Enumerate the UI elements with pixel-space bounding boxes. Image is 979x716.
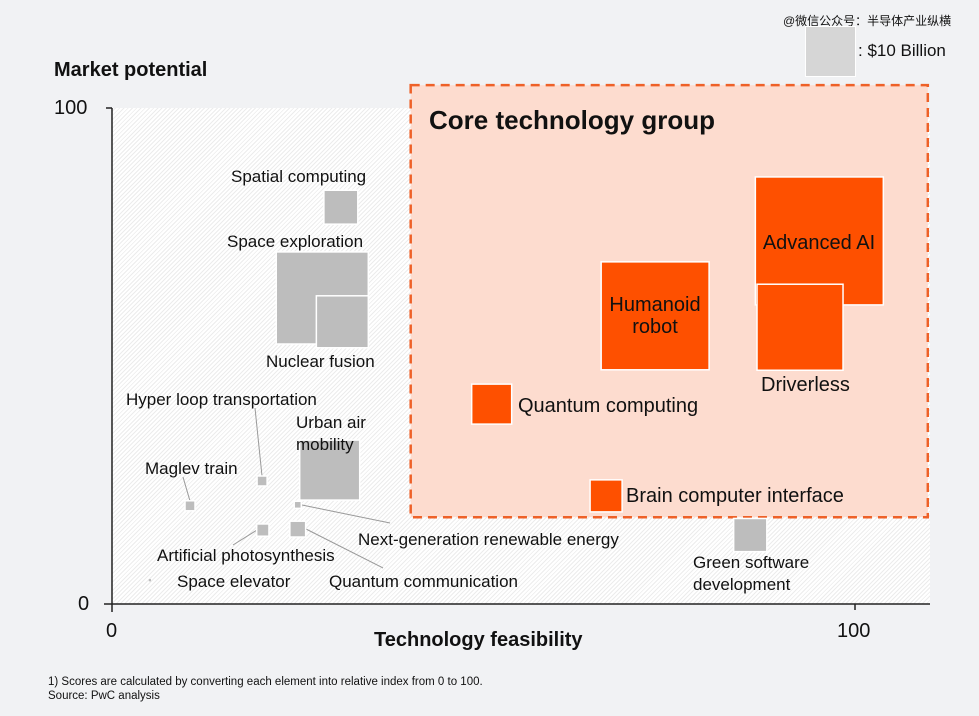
point-label: Green software development (693, 553, 810, 594)
core-group-title: Core technology group (429, 105, 715, 135)
marker-square (600, 261, 710, 371)
marker-square (732, 517, 768, 553)
point-label: Maglev train (145, 459, 238, 478)
point-label: Brain computer interface (626, 485, 844, 507)
legend-label: : $10 Billion (858, 41, 946, 60)
marker-square (315, 295, 370, 349)
point-label: Driverless (761, 374, 850, 396)
leader-line (182, 476, 191, 502)
footnote: 1) Scores are calculated by converting e… (48, 676, 483, 688)
y-tick-100: 100 (54, 97, 88, 119)
marker-square (756, 283, 844, 371)
x-tick-100: 100 (837, 620, 871, 642)
leader-line (232, 529, 258, 546)
point-label: Next-generation renewable energy (358, 530, 619, 549)
point-label: Urban air mobility (296, 413, 366, 454)
point-label: Hyper loop transportation (126, 390, 317, 409)
marker-square (298, 439, 361, 501)
point-label: Advanced AI (762, 232, 876, 254)
point-label: Space elevator (177, 572, 291, 591)
point-label: Humanoid robot (609, 294, 701, 338)
y-axis-title: Market potential (54, 59, 208, 81)
point-label: Nuclear fusion (266, 352, 375, 371)
marker-square (256, 475, 268, 487)
marker-square (255, 523, 270, 537)
marker-square (470, 383, 513, 425)
watermark: @微信公众号：半导体产业纵横 (783, 14, 952, 28)
marker-square (589, 479, 623, 513)
leader-line (254, 407, 263, 477)
x-axis-title: Technology feasibility (374, 629, 583, 651)
point-label: Artificial photosynthesis (157, 546, 335, 565)
marker-square (148, 579, 152, 582)
point-label: Quantum communication (329, 572, 518, 591)
point-label: Spatial computing (231, 167, 367, 186)
marker-square (184, 500, 196, 512)
y-tick-0: 0 (78, 593, 90, 615)
marker-square (289, 520, 307, 538)
x-tick-0: 0 (106, 620, 118, 642)
source-note: Source: PwC analysis (48, 690, 160, 702)
leader-line (301, 504, 391, 524)
marker-square (293, 500, 303, 510)
marker-square (323, 189, 359, 225)
point-label: Quantum computing (518, 395, 699, 417)
legend-swatch (805, 26, 856, 77)
leader-line (305, 528, 384, 569)
point-label: Space exploration (227, 232, 364, 251)
